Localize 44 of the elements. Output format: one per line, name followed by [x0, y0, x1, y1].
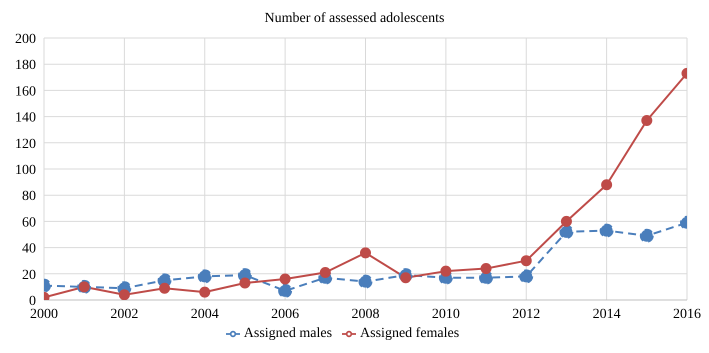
- point: [239, 277, 250, 288]
- y-tick-label: 80: [22, 189, 36, 204]
- x-tick-label: 2014: [592, 306, 621, 322]
- point: [640, 228, 654, 243]
- point: [641, 115, 652, 126]
- y-tick-label: 100: [15, 162, 36, 178]
- point: [118, 289, 130, 300]
- point: [280, 274, 291, 285]
- y-tick-label: 200: [15, 32, 36, 47]
- point: [559, 224, 574, 239]
- point: [560, 216, 572, 227]
- x-tick-label: 2004: [190, 306, 219, 322]
- y-tick-label: 20: [22, 268, 36, 283]
- y-tick-label: 40: [22, 242, 36, 257]
- y-tick-label: 120: [15, 136, 36, 152]
- point: [360, 247, 371, 258]
- point: [400, 272, 412, 284]
- y-tick-label: 160: [15, 84, 36, 100]
- x-tick-label: 2002: [110, 306, 138, 322]
- chart-title: Number of assessed adolescents: [263, 10, 446, 28]
- x-tick-label: 2012: [512, 306, 540, 322]
- point: [320, 266, 331, 278]
- y-tick-label: 140: [15, 110, 36, 126]
- point: [600, 224, 614, 238]
- point: [278, 284, 292, 298]
- point: [198, 269, 212, 284]
- legend-label: Assigned females: [360, 326, 460, 341]
- y-tick-label: 60: [22, 215, 36, 230]
- point: [358, 274, 372, 289]
- y-tick-label: 0: [29, 294, 36, 309]
- x-tick-label: 2000: [30, 306, 58, 322]
- legend-label: Assigned males: [244, 326, 332, 341]
- point: [520, 255, 532, 266]
- x-tick-label: 2010: [432, 306, 460, 322]
- point: [601, 179, 612, 190]
- x-tick-label: 2016: [673, 306, 701, 322]
- point: [519, 269, 534, 284]
- point: [440, 266, 452, 277]
- x-tick-label: 2006: [271, 306, 300, 322]
- point: [159, 282, 170, 294]
- y-tick-label: 180: [15, 58, 36, 74]
- point: [199, 286, 210, 298]
- point: [480, 263, 492, 274]
- x-tick-label: 2008: [352, 306, 380, 322]
